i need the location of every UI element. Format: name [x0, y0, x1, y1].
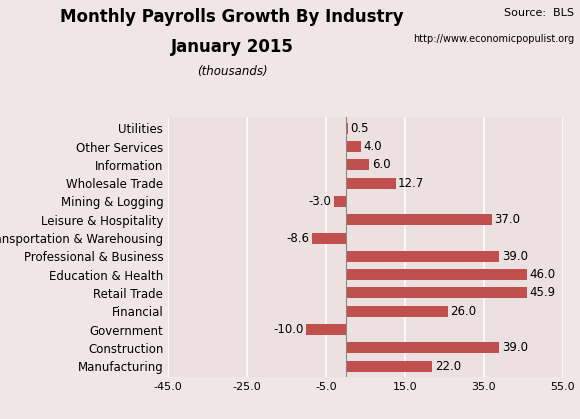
Text: 6.0: 6.0	[372, 158, 390, 171]
Text: 0.5: 0.5	[350, 122, 368, 135]
Bar	[346, 141, 361, 152]
Text: 46.0: 46.0	[530, 268, 556, 281]
Text: 4.0: 4.0	[364, 140, 382, 153]
Bar	[346, 214, 492, 225]
Text: January 2015: January 2015	[171, 38, 293, 56]
Text: (thousands): (thousands)	[197, 65, 267, 78]
Bar	[346, 251, 499, 262]
Bar	[346, 306, 448, 317]
Bar	[346, 342, 499, 353]
Text: 37.0: 37.0	[494, 213, 520, 226]
Text: 45.9: 45.9	[529, 287, 555, 300]
Text: -8.6: -8.6	[287, 232, 309, 245]
Bar	[346, 123, 347, 134]
Bar	[346, 178, 396, 189]
Bar	[334, 196, 346, 207]
Bar	[346, 361, 433, 372]
Text: -10.0: -10.0	[274, 323, 304, 336]
Bar	[306, 324, 346, 335]
Bar	[312, 233, 346, 243]
Text: http://www.economicpopulist.org: http://www.economicpopulist.org	[413, 34, 574, 44]
Bar	[346, 287, 527, 298]
Text: -3.0: -3.0	[309, 195, 332, 208]
Text: 39.0: 39.0	[502, 341, 528, 354]
Bar	[346, 269, 527, 280]
Text: Monthly Payrolls Growth By Industry: Monthly Payrolls Growth By Industry	[60, 8, 404, 26]
Text: 12.7: 12.7	[398, 177, 425, 190]
Text: 26.0: 26.0	[451, 305, 477, 318]
Bar	[346, 159, 369, 171]
Text: 22.0: 22.0	[435, 360, 461, 372]
Text: 39.0: 39.0	[502, 250, 528, 263]
Text: Source:  BLS: Source: BLS	[504, 8, 574, 18]
